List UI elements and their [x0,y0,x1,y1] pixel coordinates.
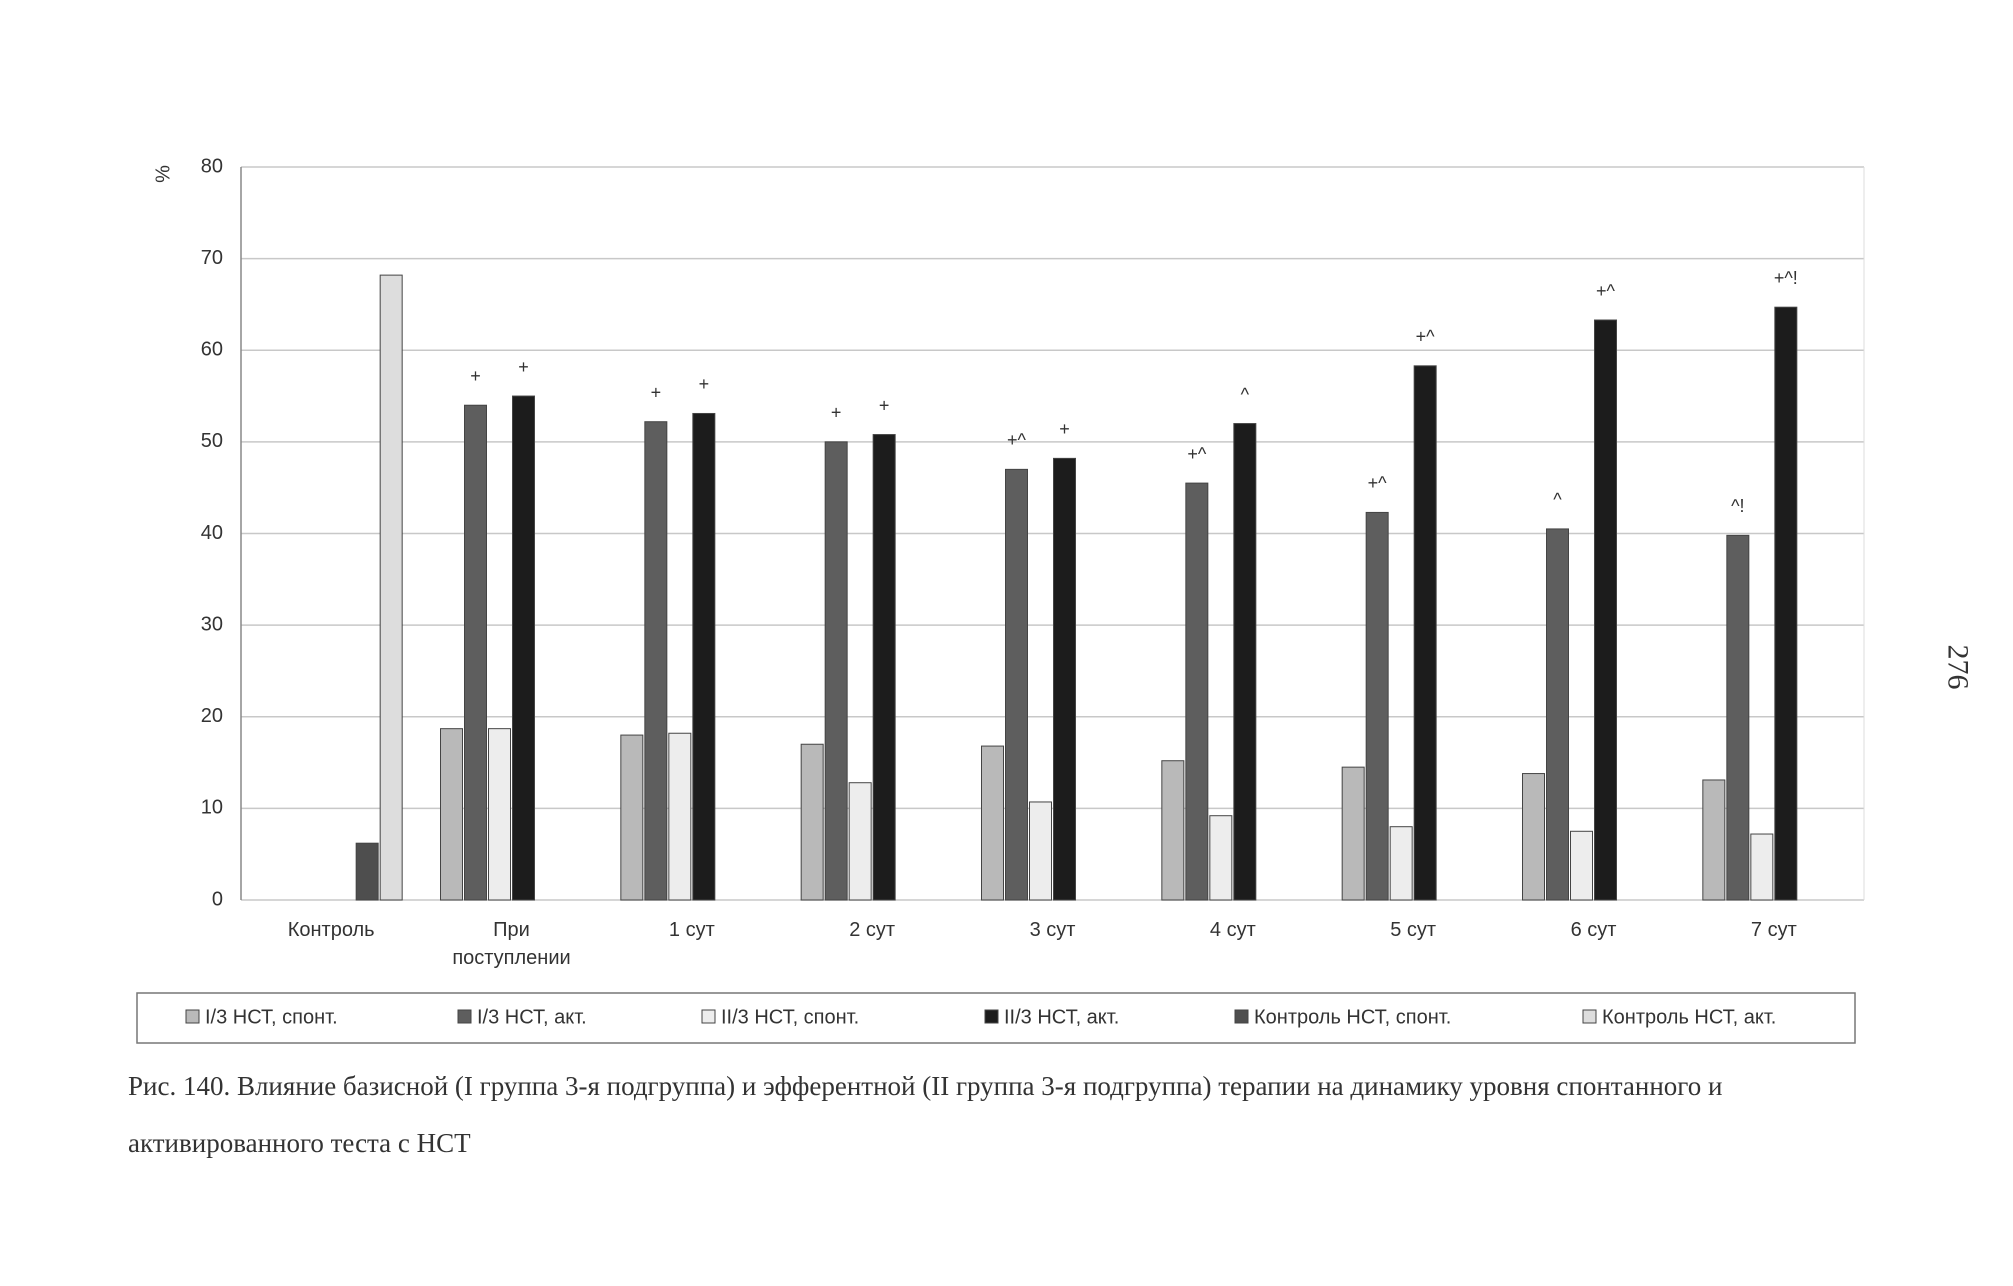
annotation: +^ [1596,281,1616,301]
bar [1750,833,1774,901]
y-tick-label: 50 [201,430,223,452]
annotation: +^! [1774,268,1798,288]
bar [488,728,511,901]
annotation: + [699,374,710,394]
legend-swatch [457,1009,472,1024]
page-number: 276 [1941,644,1975,690]
annotation: ^! [1731,496,1744,516]
annotation: +^ [1368,473,1388,493]
y-axis-label: % [152,165,174,183]
annotation: ^ [1241,384,1250,404]
x-tick-label: 6 сут [1570,919,1617,941]
x-tick-label: 2 сут [849,919,896,941]
bar [1594,319,1617,901]
legend-swatch [701,1009,716,1024]
annotation: + [470,366,481,386]
legend-swatch [185,1009,200,1024]
annotation: +^ [1187,444,1207,464]
legend-swatch [1234,1009,1249,1024]
caption: Рис. 140. Влияние базисной (I группа 3-я… [128,1071,1723,1158]
bar [1053,457,1076,901]
annotation: +^ [1416,327,1436,347]
bar [1209,815,1233,901]
bar [355,842,379,901]
bar [981,745,1004,901]
annotation: + [831,403,842,423]
bar [800,743,824,901]
legend-swatch [984,1009,999,1024]
y-tick-label: 70 [201,247,223,269]
legend-label: Контроль НСТ, акт. [1602,1006,1776,1028]
bar [1389,826,1413,901]
y-tick-label: 80 [201,155,223,177]
y-tick-label: 10 [201,797,223,819]
x-tick-label: 7 сут [1750,919,1797,941]
bar [848,782,872,901]
y-tick-label: 0 [212,888,223,910]
bar [1570,830,1593,901]
annotation: + [879,395,890,415]
annotation: +^ [1007,430,1027,450]
legend-label: II/3 НСТ, спонт. [721,1006,859,1028]
bar [1774,306,1798,901]
bar [1185,482,1209,901]
legend-label: Контроль НСТ, спонт. [1254,1006,1451,1028]
annotation: + [1059,419,1070,439]
bar [644,421,668,901]
bar [692,412,716,901]
x-tick-label: Контроль [287,919,375,941]
legend-box [136,992,1856,1044]
bar [512,395,535,901]
annotation: + [651,382,662,402]
bar [620,734,644,901]
annotation: ^ [1553,490,1562,510]
x-tick-label: 3 сут [1029,919,1076,941]
bar [464,404,487,901]
bar [668,732,692,901]
x-tick-label: При поступлении [452,919,571,969]
legend-label: I/3 НСТ, акт. [477,1006,587,1028]
bar [1005,468,1028,901]
y-tick-label: 40 [201,522,223,544]
legend-label: II/3 НСТ, акт. [1004,1006,1119,1028]
y-tick-label: 30 [201,613,223,635]
bar [1341,766,1365,901]
bar [824,441,848,901]
bar [1726,534,1750,901]
bar [1702,779,1726,901]
annotation: + [518,357,529,377]
bar [440,728,463,901]
bar [1365,511,1389,901]
x-tick-label: 5 сут [1390,919,1437,941]
bar [1522,773,1545,901]
y-tick-label: 20 [201,705,223,727]
bar [1233,423,1257,901]
legend-swatch [1582,1009,1597,1024]
bar [379,274,403,901]
x-tick-label: 1 сут [668,919,715,941]
x-tick-label: 4 сут [1209,919,1256,941]
bar [1413,365,1437,901]
bar [872,434,896,901]
y-tick-label: 60 [201,339,223,361]
bar [1161,760,1185,901]
bar [1029,801,1052,901]
legend-label: I/3 НСТ, спонт. [205,1006,338,1028]
bar [1546,528,1569,901]
